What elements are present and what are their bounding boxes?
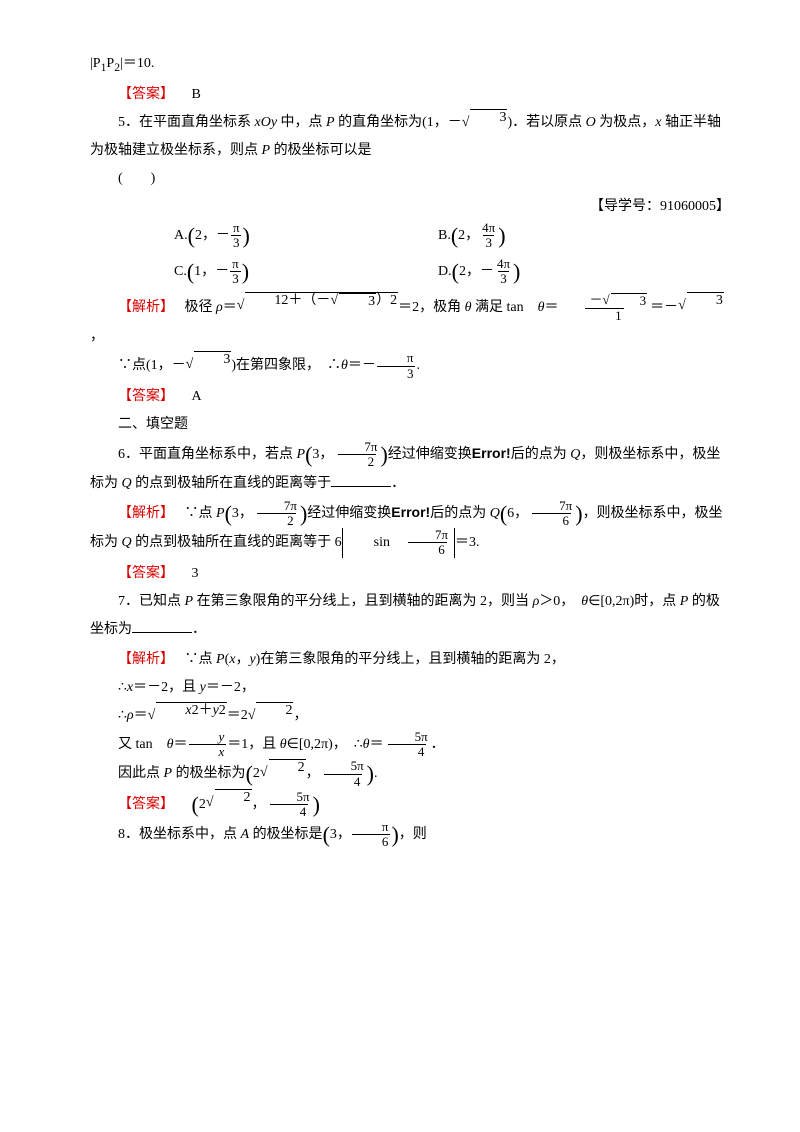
q5-stem: 5．在平面直角坐标系 xOy 中，点 P 的直角坐标为(1，－√3)．若以原点 … (90, 109, 730, 165)
q7-answer-line: 【答案】 (2√2，5π4) (90, 789, 730, 820)
q5-analysis-2: ∵点(1，－√3)在第四象限， ∴θ＝－π3. (90, 351, 730, 381)
text: |P (90, 56, 101, 71)
q4-answer-line: 【答案】 B (90, 79, 730, 109)
q6-answer-line: 【答案】 3 (90, 558, 730, 588)
q7-stem: 7．已知点 P 在第三象限角的平分线上，且到横轴的距离为 2，则当 ρ＞0， θ… (90, 588, 730, 644)
answer-value: B (192, 87, 201, 102)
q7-analysis-5: 因此点 P 的极坐标为(2√2，5π4). (90, 759, 730, 789)
q5-analysis-1: 【解析】 极径 ρ＝√12＋（－√3）2＝2，极角 θ 满足 tan θ＝－√3… (90, 292, 730, 351)
answer-label: 【答案】 (118, 85, 174, 101)
q7-analysis-1: 【解析】 ∵点 P(x，y)在第三象限角的平分线上，且到横轴的距离为 2， (90, 644, 730, 674)
option-C: C. ( 1，－π3 ) (90, 257, 410, 287)
guide-number: 【导学号：91060005】 (90, 193, 730, 221)
option-D: D. ( 2，－4π3 ) (410, 257, 730, 287)
section-title: 二、填空题 (90, 411, 730, 439)
q8-stem: 8．极坐标系中，点 A 的极坐标是(3，π6)，则 (90, 820, 730, 850)
q5-options-row2: C. ( 1，－π3 ) D. ( 2，－4π3 ) (90, 257, 730, 287)
q6-stem: 6．平面直角坐标系中，若点 P(3，7π2)经过伸缩变换Error!后的点为 Q… (90, 439, 730, 498)
option-B: B. ( 2，4π3 ) (410, 221, 730, 251)
option-A: A. ( 2，－π3 ) (90, 221, 410, 251)
q7-analysis-2: ∴x＝－2，且 y＝－2， (90, 674, 730, 702)
answer-value: A (192, 389, 202, 404)
analysis-label: 【解析】 (118, 504, 174, 520)
q7-analysis-4: 又 tan θ＝yx＝1，且 θ∈[0,2π)， ∴θ＝5π4． (90, 730, 730, 760)
q6-analysis: 【解析】 ∵点 P(3，7π2)经过伸缩变换Error!后的点为 Q(6，7π6… (90, 498, 730, 558)
blank-field (132, 619, 192, 633)
q7-analysis-3: ∴ρ＝√x2＋y2＝2√2， (90, 702, 730, 730)
answer-label: 【答案】 (118, 795, 174, 811)
q5-options-row1: A. ( 2，－π3 ) B. ( 2，4π3 ) (90, 221, 730, 251)
q5-answer-line: 【答案】 A (90, 381, 730, 411)
blank-field (331, 473, 391, 487)
answer-label: 【答案】 (118, 564, 174, 580)
analysis-label: 【解析】 (118, 650, 174, 666)
line-p1p2: |P1P2|＝10. (90, 50, 730, 79)
answer-label: 【答案】 (118, 387, 174, 403)
answer-value: 3 (192, 566, 199, 581)
analysis-label: 【解析】 (118, 298, 174, 314)
q5-paren: ( ) (90, 165, 730, 193)
